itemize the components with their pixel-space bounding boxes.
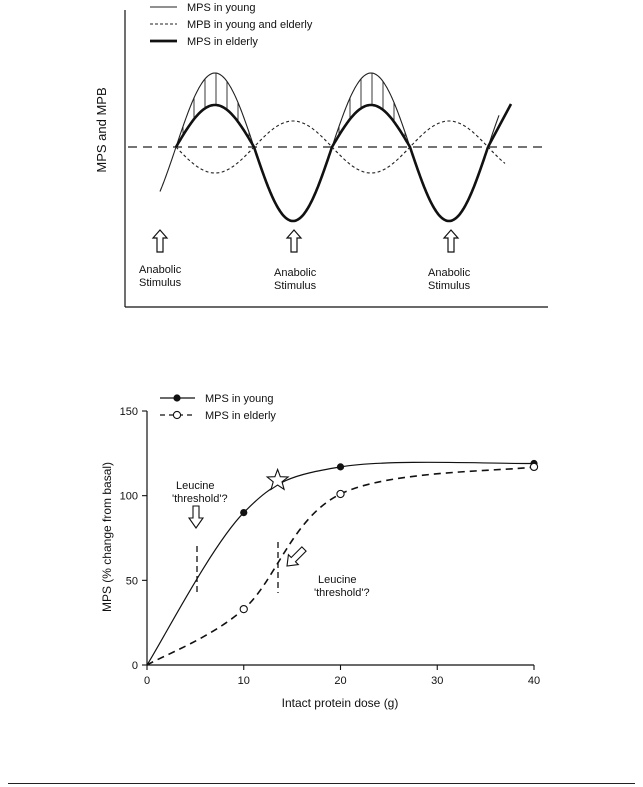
stimulus-arrow-icon bbox=[151, 229, 169, 253]
stimulus-label: Anabolic bbox=[274, 267, 317, 279]
data-point-elderly bbox=[529, 462, 539, 472]
threshold-label: 'threshold'? bbox=[172, 493, 228, 505]
series-mps-young bbox=[146, 461, 535, 666]
x-tick-label: 20 bbox=[334, 675, 346, 687]
young-points bbox=[240, 459, 538, 517]
stimulus-label: Stimulus bbox=[139, 277, 182, 289]
y-tick-label: 100 bbox=[120, 491, 138, 503]
x-tick-label: 40 bbox=[528, 675, 540, 687]
y-ticks: 0 50 100 150 bbox=[120, 406, 147, 672]
stimulus-label: Stimulus bbox=[274, 280, 317, 292]
threshold-label: Leucine bbox=[318, 574, 357, 586]
data-point-young bbox=[240, 508, 248, 517]
stimulus-arrow-icon bbox=[442, 229, 460, 253]
top-legend-label: MPS in young bbox=[187, 2, 255, 14]
data-point-young bbox=[336, 463, 345, 471]
y-tick-label: 0 bbox=[132, 660, 138, 672]
open-circle-marker bbox=[172, 410, 182, 420]
data-point-elderly bbox=[336, 489, 345, 499]
bottom-chart: 0 10 20 30 40 0 50 100 150 Intact protein dose … bbox=[100, 393, 540, 710]
y-tick-label: 50 bbox=[126, 575, 138, 587]
diagonal-arrow-icon bbox=[286, 546, 307, 567]
filled-circle-marker bbox=[173, 394, 181, 402]
data-point-elderly bbox=[239, 604, 248, 614]
stimulus-label: Anabolic bbox=[428, 267, 471, 279]
series-mpb-young-elderly bbox=[175, 120, 506, 174]
down-arrow-icon bbox=[187, 505, 205, 529]
elderly-points bbox=[239, 462, 539, 614]
bottom-x-axis-label: Intact protein dose (g) bbox=[282, 696, 399, 710]
top-chart: MPS and MPB MPS in young MPB in young an… bbox=[94, 2, 548, 308]
threshold-label: Leucine bbox=[176, 480, 215, 492]
top-legend-label: MPS in elderly bbox=[187, 36, 258, 48]
threshold-label: 'threshold'? bbox=[314, 587, 370, 599]
x-tick-label: 30 bbox=[431, 675, 443, 687]
stimulus-label: Stimulus bbox=[428, 280, 471, 292]
page-divider bbox=[8, 783, 635, 784]
x-tick-label: 10 bbox=[238, 675, 250, 687]
top-legend-label: MPB in young and elderly bbox=[187, 19, 313, 31]
bottom-legend-label: MPS in elderly bbox=[205, 410, 276, 422]
stimulus-arrow-icon bbox=[285, 229, 303, 253]
bottom-legend: MPS in young MPS in elderly bbox=[160, 393, 276, 422]
x-tick-label: 0 bbox=[144, 675, 150, 687]
y-tick-label: 150 bbox=[120, 406, 138, 418]
top-legend: MPS in young MPB in young and elderly MP… bbox=[150, 2, 313, 48]
top-y-axis-label: MPS and MPB bbox=[94, 87, 109, 172]
stimulus-label: Anabolic bbox=[139, 264, 182, 276]
star-icon bbox=[265, 467, 290, 491]
x-ticks: 0 10 20 30 40 bbox=[144, 665, 540, 687]
bottom-y-axis-label: MPS (% change from basal) bbox=[100, 462, 114, 612]
bottom-legend-label: MPS in young bbox=[205, 393, 273, 405]
series-mps-elderly bbox=[174, 103, 513, 223]
series-mps-elderly bbox=[146, 466, 535, 666]
